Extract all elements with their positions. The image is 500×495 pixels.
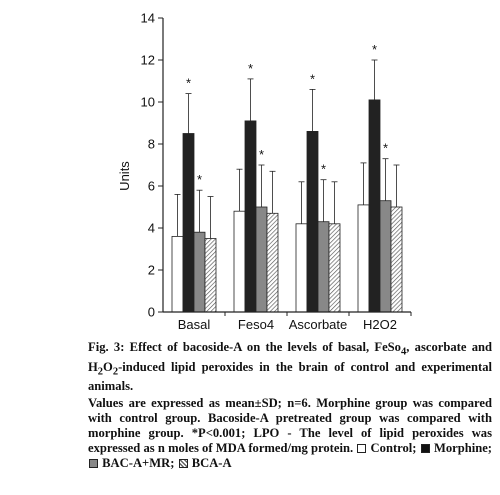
y-tick-label: 10 [141,95,155,110]
legend-swatch-bac-a-mr [89,459,98,469]
bar-bca-a [204,238,217,313]
x-tick-label: Basal [178,317,211,332]
caption-pvalue-text: *P<0.001; LPO - The level of lipid perox… [88,426,492,456]
caption-title-part: , ascorbate and H [88,340,492,374]
caption-body-text: Values are expressed as mean±SD; n=6. Mo… [88,395,492,441]
legend-label-morphine: Morphine; [433,441,493,456]
y-tick-label: 8 [148,137,155,152]
caption-title-part: -induced lipid peroxides in the brain of… [88,359,492,394]
x-axis-ticks: Basal Feso4 Ascorbate H2O2 [178,312,412,332]
x-tick-label: Feso4 [238,317,274,332]
bar-morphine [182,133,195,313]
bar-control [357,204,370,313]
significance-marker: * [321,162,326,177]
caption-body: Values are expressed as mean±SD; n=6. Mo… [88,396,492,472]
y-tick-label: 0 [148,305,155,320]
legend-label-control: Control; [370,441,417,456]
bar-bca-a [328,223,341,313]
y-tick-label: 6 [148,179,155,194]
y-tick-label: 4 [148,221,155,236]
bar-bac-a-mr [317,221,330,313]
significance-marker: * [372,42,377,57]
bar-bac-a-mr [255,206,268,313]
bar-control [295,223,308,313]
bar-groups: * * * * * * * * [171,42,403,313]
y-axis-ticks: 0 2 4 6 8 10 12 14 [141,11,163,320]
x-tick-label: Ascorbate [289,317,348,332]
axes [162,18,411,313]
caption-title-part: Fig. 3: Effect of bacoside-A on the leve… [88,340,401,354]
caption-title: Fig. 3: Effect of bacoside-A on the leve… [88,340,492,395]
caption-title-part: O [103,359,113,374]
significance-marker: * [259,147,264,162]
caption-subscript: 4 [400,346,407,358]
significance-marker: * [197,172,202,187]
y-tick-label: 14 [141,11,155,26]
legend-label-bac-a-mr: BAC-A+MR; [102,456,175,471]
figure-caption: Fig. 3: Effect of bacoside-A on the leve… [88,340,492,472]
bar-bca-a [390,206,403,313]
bar-bac-a-mr [379,200,392,313]
bar-chart: Units 0 2 4 6 8 10 12 14 * * * * * * * * Basal Feso4 Asc… [117,11,412,332]
significance-marker: * [186,76,191,91]
significance-marker: * [383,141,388,156]
legend-label-bca-a: BCA-A [191,456,232,471]
bar-control [233,210,246,313]
significance-marker: * [310,71,315,86]
x-tick-label: H2O2 [363,317,397,332]
legend-swatch-control [357,444,367,454]
legend-swatch-bca-a [178,459,188,469]
caption-subscript: 2 [112,366,119,378]
y-tick-label: 2 [148,263,155,278]
bar-bca-a [266,212,279,313]
bar-control [171,235,184,313]
bar-morphine [306,130,319,313]
significance-marker: * [248,61,253,76]
bar-bac-a-mr [193,231,206,313]
y-axis-label: Units [117,161,132,191]
y-tick-label: 12 [141,53,155,68]
bar-morphine [368,99,381,313]
caption-subscript: 2 [97,366,104,378]
legend-swatch-morphine [420,444,430,454]
bar-morphine [244,120,257,313]
